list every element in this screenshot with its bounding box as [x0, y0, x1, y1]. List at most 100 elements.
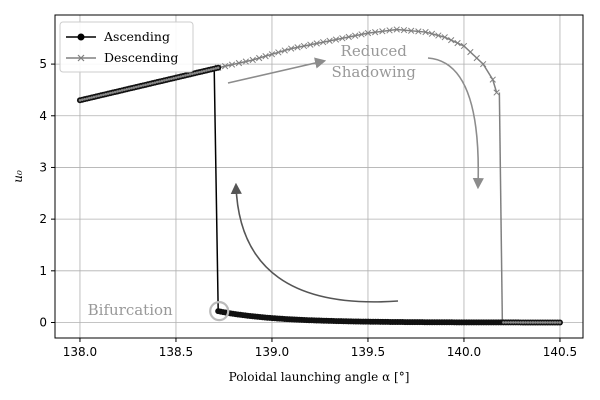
descending-x-marker — [473, 54, 480, 62]
descending-x-marker — [393, 26, 400, 33]
descending-x-marker — [493, 89, 500, 96]
descending-x-marker — [307, 41, 314, 48]
x-tick-label: 140.5 — [543, 345, 577, 359]
x-axis: 138.0 138.5 139.0 139.5 140.0 140.5 — [63, 338, 577, 359]
overlap-point — [153, 81, 157, 84]
x-stroke-b — [372, 29, 379, 36]
descending-x-marker — [294, 44, 301, 51]
descending-x-marker — [400, 26, 408, 34]
overlap-point — [81, 98, 84, 102]
descending-x-marker — [358, 31, 365, 38]
y-tick-label: 2 — [39, 212, 47, 226]
overlap-point — [553, 321, 557, 324]
descending-x-marker — [441, 34, 448, 41]
overlap-point — [546, 321, 549, 324]
descending-x-marker — [454, 39, 461, 47]
descending-x-marker — [281, 47, 288, 54]
overlap-point — [526, 321, 530, 324]
ascending-jump-line — [213, 67, 219, 312]
x-stroke-b — [294, 44, 301, 51]
plot-frame — [54, 14, 584, 339]
legend-descending-marker-b — [77, 54, 85, 62]
overlap-point — [111, 91, 115, 94]
x-tick-label: 140.0 — [447, 345, 481, 359]
overlap-point — [205, 69, 208, 72]
descending-x-marker — [460, 42, 468, 50]
overlap-point — [509, 321, 513, 324]
overlap-point — [139, 84, 143, 88]
descending-x-marker — [379, 28, 386, 35]
overlap-point — [181, 74, 185, 78]
overlap-point — [102, 93, 105, 97]
x-axis-label: Poloidal launching angle α [°] — [229, 370, 410, 384]
y-tick-label: 4 — [39, 109, 47, 123]
descending-x-marker — [256, 54, 263, 62]
descending-x-marker — [228, 61, 236, 68]
overlap-point — [524, 321, 527, 324]
bifurcation-circle — [209, 301, 230, 322]
x-stroke-b — [262, 53, 269, 60]
overlap-point — [151, 81, 154, 85]
overlap-point — [144, 83, 147, 87]
x-stroke-b — [320, 38, 327, 46]
overlap-point — [155, 80, 159, 84]
x-stroke-b — [256, 54, 263, 62]
descending-x-marker — [249, 56, 256, 64]
x-stroke-b — [489, 76, 496, 83]
overlap-point — [543, 321, 547, 324]
overlap-point — [116, 90, 119, 93]
overlap-point — [88, 96, 91, 100]
descending-x-marker — [408, 27, 415, 34]
overlap-point — [507, 321, 510, 324]
x-stroke-b — [441, 34, 448, 41]
overlap-point — [529, 321, 532, 324]
x-stroke-b — [422, 28, 429, 36]
legend: Ascending Descending — [59, 21, 194, 73]
y-axis-label: u₀ — [11, 170, 25, 183]
x-stroke-b — [408, 27, 415, 34]
x-stroke-b — [400, 26, 408, 34]
x-stroke-b — [480, 60, 487, 68]
legend-ascending-marker — [77, 33, 85, 41]
legend-ascending-label: Ascending — [103, 29, 170, 44]
overlap-point — [551, 321, 554, 324]
overlap-point — [504, 321, 508, 324]
overlap-point — [134, 85, 138, 89]
x-stroke-b — [345, 33, 352, 41]
x-stroke-b — [288, 45, 295, 52]
descending-x-marker — [288, 45, 295, 52]
arrow-curved-down — [427, 57, 484, 190]
x-stroke-b — [379, 28, 386, 35]
arrow-straight-right — [227, 57, 327, 84]
x-stroke-b — [242, 58, 250, 65]
overlap-point — [514, 321, 518, 324]
overlap-point — [536, 321, 540, 324]
x-stroke-b — [467, 48, 474, 56]
descending-x-marker — [332, 36, 340, 43]
descending-x-marker — [221, 63, 229, 70]
descending-x-marker — [480, 60, 487, 68]
descending-x-marker — [268, 51, 276, 58]
overlap-point — [179, 75, 183, 78]
overlap-point — [97, 94, 101, 98]
overlap-point — [174, 76, 178, 79]
x-stroke-b — [332, 36, 340, 43]
y-tick-label: 1 — [39, 264, 47, 278]
overlap-point — [209, 68, 213, 71]
x-stroke-b — [393, 26, 400, 33]
y-tick-label: 0 — [39, 315, 47, 329]
overlap-point — [214, 66, 218, 70]
arrow-curved-up — [230, 182, 399, 303]
overlap-point — [170, 77, 173, 81]
overlap-point — [90, 96, 93, 99]
descending-x-marker — [352, 32, 359, 39]
descending-x-marker — [448, 36, 455, 44]
overlap-point — [558, 321, 562, 324]
annotation-reduced: Reduced — [341, 42, 408, 60]
overlap-point — [120, 89, 124, 92]
descending-x-marker — [262, 53, 269, 60]
overlap-point — [118, 89, 122, 93]
x-stroke-b — [364, 29, 372, 37]
descending-x-marker — [467, 48, 474, 56]
annotation-shadowing: Shadowing — [332, 63, 417, 81]
